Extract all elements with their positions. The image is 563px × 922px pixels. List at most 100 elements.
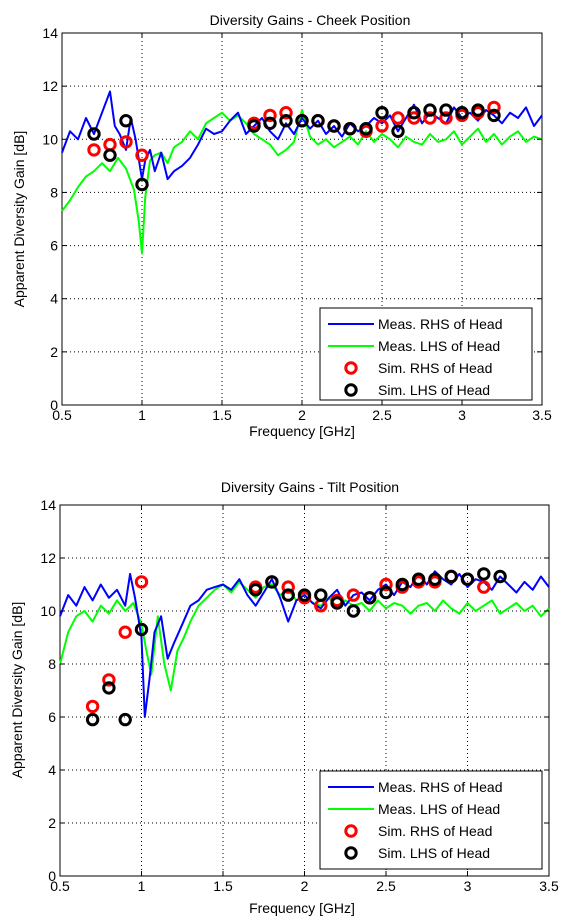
data-point-sim-rhs xyxy=(407,111,421,125)
x-axis-label: Frequency [GHz] xyxy=(249,900,355,916)
gridlines xyxy=(62,33,542,405)
y-tick-label: 6 xyxy=(48,709,56,725)
data-point-sim-lhs xyxy=(359,122,373,136)
x-axis-label: Frequency [GHz] xyxy=(249,423,355,439)
y-tick-label: 12 xyxy=(40,550,56,566)
y-tick-label: 4 xyxy=(50,291,58,307)
data-point-sim-lhs xyxy=(330,596,344,610)
data-point-sim-lhs xyxy=(85,712,100,727)
data-point-sim-lhs xyxy=(263,116,277,131)
y-tick-label: 14 xyxy=(42,25,58,41)
data-point-sim-lhs xyxy=(471,103,485,117)
data-point-sim-rhs xyxy=(379,577,393,592)
series-layer xyxy=(59,567,550,727)
data-point-sim-lhs xyxy=(346,604,361,618)
y-tick-label: 8 xyxy=(50,184,58,200)
x-tick-label: 0.5 xyxy=(52,407,72,423)
legend-marker-sim-rhs xyxy=(344,361,358,375)
y-tick-label: 8 xyxy=(48,656,56,672)
data-point-sim-lhs xyxy=(247,119,261,133)
data-point-sim-rhs xyxy=(346,588,361,602)
x-tick-label: 2.5 xyxy=(372,407,392,423)
data-point-sim-lhs xyxy=(487,108,501,123)
data-point-sim-lhs xyxy=(103,148,117,162)
data-point-sim-lhs xyxy=(395,577,409,592)
data-point-sim-lhs xyxy=(327,119,341,133)
x-tick-label: 3 xyxy=(458,407,466,423)
legend-label-sim-rhs: Sim. RHS of Head xyxy=(378,360,492,376)
y-tick-label: 2 xyxy=(48,815,56,831)
data-point-sim-lhs xyxy=(343,122,357,136)
data-point-sim-lhs xyxy=(455,106,469,120)
data-point-sim-lhs xyxy=(135,177,149,192)
data-point-sim-lhs xyxy=(375,106,389,120)
data-point-sim-rhs xyxy=(477,580,491,594)
data-point-sim-rhs xyxy=(118,625,132,639)
data-point-sim-lhs xyxy=(428,572,442,586)
gridlines xyxy=(60,505,549,876)
data-point-sim-rhs xyxy=(102,673,116,687)
data-point-sim-lhs xyxy=(118,712,132,727)
data-point-sim-rhs xyxy=(281,580,295,594)
data-point-sim-lhs xyxy=(379,585,393,600)
data-point-sim-rhs xyxy=(439,111,453,125)
x-tick-label: 2 xyxy=(301,878,309,894)
data-point-sim-rhs xyxy=(375,119,389,133)
data-point-sim-lhs xyxy=(279,114,293,128)
legend-label-meas-lhs: Meas. LHS of Head xyxy=(378,338,500,354)
data-point-sim-lhs xyxy=(314,588,328,602)
data-point-sim-lhs xyxy=(248,583,263,597)
series-layer xyxy=(61,90,543,255)
legend: Meas. RHS of Head Meas. LHS of Head Sim.… xyxy=(319,770,543,870)
tick-labels: 0.5 1 1.5 2 2.5 3 3.5 0 2 4 6 8 10 12 14 xyxy=(42,25,552,423)
x-tick-label: 3.5 xyxy=(539,878,559,894)
x-tick-label: 3.5 xyxy=(532,407,552,423)
x-tick-label: 1.5 xyxy=(212,407,232,423)
data-point-sim-rhs xyxy=(279,106,293,120)
legend-label-meas-lhs: Meas. LHS of Head xyxy=(378,801,500,817)
data-point-sim-lhs xyxy=(460,572,475,586)
legend-label-sim-lhs: Sim. LHS of Head xyxy=(378,382,490,398)
y-tick-label: 12 xyxy=(42,78,58,94)
chart-tilt-position: Diversity Gains - Tilt Position 0.5 1 1.5 2… xyxy=(9,479,559,916)
data-point-sim-rhs xyxy=(391,111,405,125)
y-tick-label: 14 xyxy=(40,497,56,513)
y-axis-label: Apparent Diversity Gain [dB] xyxy=(9,602,25,779)
chart-title: Diversity Gains - Tilt Position xyxy=(221,479,399,495)
y-tick-label: 10 xyxy=(40,603,56,619)
legend-label-sim-rhs: Sim. RHS of Head xyxy=(378,823,492,839)
data-point-sim-lhs xyxy=(444,569,458,584)
y-tick-label: 4 xyxy=(48,762,56,778)
data-point-sim-lhs xyxy=(439,103,453,117)
chart-title: Diversity Gains - Cheek Position xyxy=(210,12,411,28)
data-point-sim-lhs xyxy=(281,588,295,602)
data-point-sim-rhs xyxy=(263,108,277,123)
data-point-sim-lhs xyxy=(87,127,101,141)
data-point-sim-lhs xyxy=(134,622,149,637)
data-point-sim-lhs xyxy=(411,572,426,586)
x-tick-label: 2 xyxy=(298,407,306,423)
data-point-sim-lhs xyxy=(119,114,133,128)
data-point-sim-lhs xyxy=(295,114,309,128)
y-tick-label: 0 xyxy=(48,868,56,884)
chart-cheek-position: Diversity Gains - Cheek Position 0.5 1 1.5… xyxy=(11,12,552,439)
data-point-sim-rhs xyxy=(87,143,101,157)
data-point-sim-rhs xyxy=(119,135,133,149)
data-point-sim-lhs xyxy=(297,588,312,602)
data-point-sim-rhs xyxy=(135,148,149,162)
data-point-sim-lhs xyxy=(477,567,491,581)
data-point-sim-lhs xyxy=(423,103,437,117)
x-tick-label: 1 xyxy=(138,878,146,894)
legend-label-meas-rhs: Meas. RHS of Head xyxy=(378,779,503,795)
data-point-sim-lhs xyxy=(407,106,421,120)
data-point-sim-lhs xyxy=(391,124,405,139)
x-tick-label: 0.5 xyxy=(50,878,70,894)
data-point-sim-rhs xyxy=(487,100,501,115)
y-tick-label: 2 xyxy=(50,344,58,360)
y-tick-label: 0 xyxy=(50,397,58,413)
y-axis-label: Apparent Diversity Gain [dB] xyxy=(11,131,27,308)
legend-marker-sim-rhs xyxy=(344,824,358,838)
tick-labels: 0.5 1 1.5 2 2.5 3 3.5 0 2 4 6 8 10 12 14 xyxy=(40,497,559,894)
series-line-meas-lhs xyxy=(61,109,543,255)
